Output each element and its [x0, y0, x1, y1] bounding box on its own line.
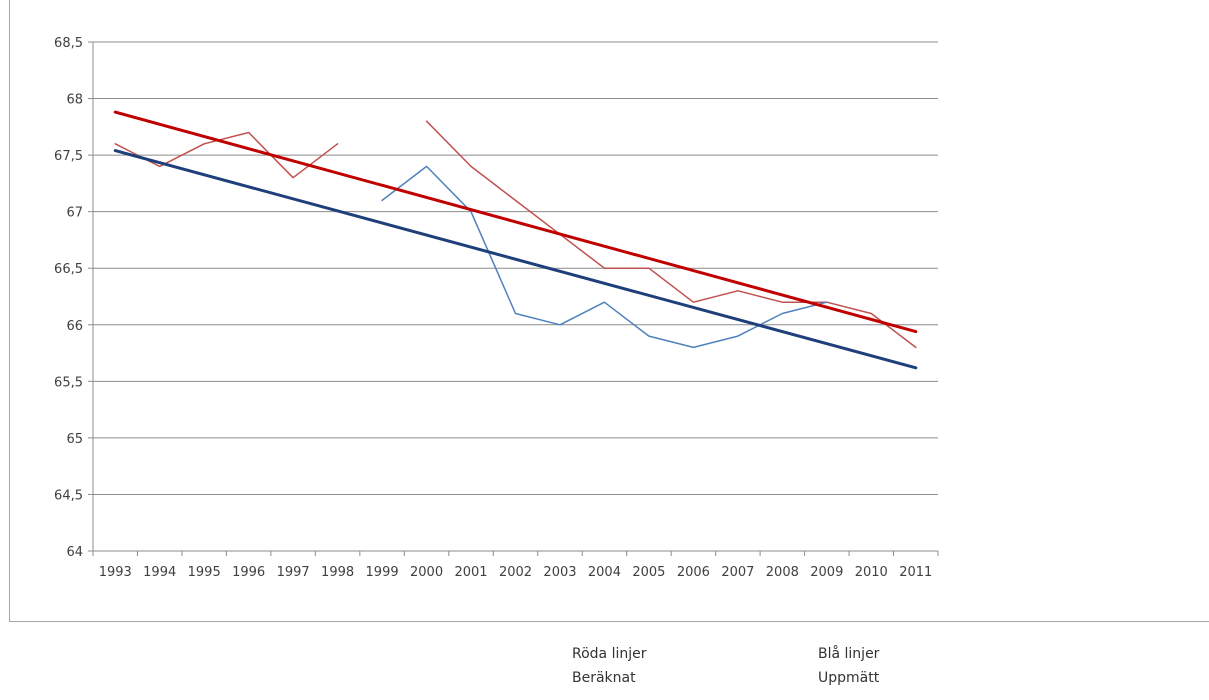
series-line-0 — [114, 120, 917, 349]
series-line-1 — [381, 165, 828, 349]
x-tick-label: 1994 — [143, 565, 176, 580]
y-tick-label: 66 — [66, 319, 83, 334]
y-tick-label: 67,5 — [54, 149, 83, 164]
x-tick-label: 2004 — [588, 565, 621, 580]
x-tick-label: 2006 — [677, 565, 710, 580]
x-tick-label: 1999 — [366, 565, 399, 580]
y-tick-label: 66,5 — [54, 262, 83, 277]
y-tick-label: 64,5 — [54, 488, 83, 503]
x-tick-label: 1993 — [99, 565, 132, 580]
trend-line-2 — [113, 110, 918, 334]
x-tick-label: 2007 — [721, 565, 754, 580]
legend-red-desc: Beräknat — [572, 670, 636, 686]
chart-frame: 64 64,5 65 65,5 66 66,5 67 67,5 68 68,5 1993 1994 1… — [9, 0, 1209, 622]
x-tick-label: 2000 — [410, 565, 443, 580]
x-tick-label: 1997 — [277, 565, 310, 580]
y-tick-label: 68,5 — [54, 36, 83, 51]
legend-red-title: Röda linjer — [572, 646, 647, 662]
x-tick-label: 2002 — [499, 565, 532, 580]
axes — [88, 41, 939, 556]
y-tick-label: 65,5 — [54, 375, 83, 390]
x-tick-label: 2003 — [543, 565, 576, 580]
x-tick-label: 1996 — [232, 565, 265, 580]
y-tick-label: 67 — [66, 206, 83, 221]
y-tick-label: 64 — [66, 545, 83, 560]
x-tick-label: 1995 — [188, 565, 221, 580]
x-tick-label: 2008 — [766, 565, 799, 580]
legend-blue-desc: Uppmätt — [818, 670, 880, 686]
x-tick-labels: 1993 1994 1995 1996 1997 1998 1999 2000 2001 2002… — [99, 565, 933, 580]
y-tick-label: 65 — [66, 432, 83, 447]
x-tick-label: 1998 — [321, 565, 354, 580]
x-tick-label: 2010 — [855, 565, 888, 580]
x-tick-label: 2005 — [632, 565, 665, 580]
trend-line-3 — [113, 149, 918, 370]
gridlines — [93, 41, 938, 495]
y-tick-label: 68 — [66, 93, 83, 108]
y-tick-labels: 64 64,5 65 65,5 66 66,5 67 67,5 68 68,5 — [54, 36, 83, 560]
series-lines — [113, 110, 918, 370]
x-tick-label: 2009 — [810, 565, 843, 580]
x-tick-label: 2001 — [454, 565, 487, 580]
legend-blue-title: Blå linjer — [818, 646, 880, 662]
x-tick-label: 2011 — [899, 565, 932, 580]
